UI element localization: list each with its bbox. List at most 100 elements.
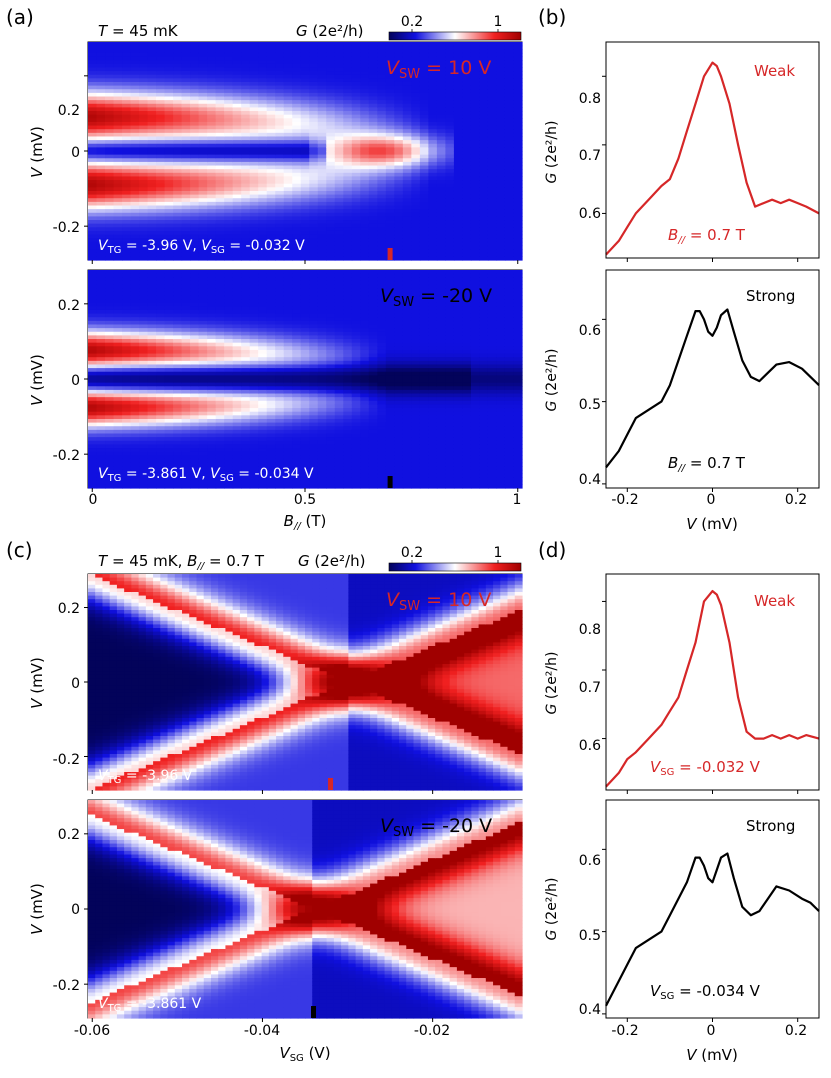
heatmap-cell (215, 121, 225, 127)
heatmap-cell (283, 85, 293, 90)
heatmap-cell (224, 249, 234, 254)
heatmap-cell (283, 241, 293, 247)
heatmap-cell (139, 136, 149, 141)
heatmap-cell (105, 158, 115, 163)
heatmap-cell (88, 299, 98, 304)
heatmap-cell (385, 78, 395, 83)
heatmap-cell (479, 212, 489, 217)
heatmap-cell (504, 223, 515, 228)
heatmap-cell (130, 451, 140, 456)
heatmap-cell (181, 320, 191, 326)
heatmap-cell (283, 183, 293, 188)
heatmap-cell (326, 389, 336, 395)
heatmap-cell (283, 92, 293, 98)
heatmap-cell (360, 172, 370, 178)
heatmap-cell (173, 360, 183, 366)
heatmap-cell (96, 400, 106, 406)
heatmap-cell (130, 364, 140, 369)
heatmap-cell (232, 220, 242, 225)
heatmap-cell (326, 309, 336, 315)
heatmap-cell (113, 129, 123, 134)
heatmap-cell (224, 165, 234, 170)
heatmap-cell (241, 172, 251, 178)
heatmap-cell (292, 114, 302, 119)
heatmap-cell (122, 45, 132, 50)
heatmap-cell (181, 96, 191, 101)
heatmap-cell (300, 368, 310, 373)
heatmap-cell (122, 353, 132, 358)
heatmap-cell (377, 81, 387, 87)
heatmap-cell (190, 339, 200, 344)
heatmap-cell (334, 451, 344, 456)
heatmap-cell (309, 317, 319, 322)
heatmap-cell (258, 129, 268, 134)
heatmap-cell (96, 52, 106, 58)
heatmap-cell (198, 143, 208, 148)
heatmap-cell (334, 462, 344, 467)
heatmap-cell (164, 140, 174, 145)
heatmap-cell (122, 371, 132, 376)
heatmap-cell (275, 280, 285, 286)
heatmap-cell (130, 249, 140, 254)
heatmap-cell (436, 71, 447, 76)
heatmap-cell (462, 74, 472, 79)
heatmap-cell (496, 154, 506, 159)
heatmap-cell (258, 209, 268, 214)
heatmap-cell (181, 252, 191, 257)
heatmap-cell (105, 273, 115, 278)
heatmap-cell (88, 400, 98, 406)
heatmap-cell (283, 252, 293, 257)
heatmap-cell (181, 426, 191, 431)
heatmap-cell (139, 480, 149, 485)
heatmap-cell (130, 107, 140, 112)
heatmap-cell (249, 161, 259, 167)
heatmap-cell (487, 74, 498, 79)
heatmap-cell (334, 212, 344, 217)
heatmap-cell (462, 187, 472, 192)
heatmap-cell (215, 223, 225, 228)
heatmap-cell (283, 408, 293, 413)
heatmap-cell (113, 78, 123, 83)
heatmap-cell (139, 147, 149, 152)
heatmap-cell (215, 448, 225, 453)
heatmap-cell (351, 52, 361, 58)
heatmap-cell (198, 393, 208, 398)
heatmap-cell (479, 180, 489, 185)
heatmap-cell (504, 85, 515, 90)
heatmap-cell (139, 335, 149, 340)
heatmap-cell (88, 230, 98, 236)
heatmap-cell (326, 422, 336, 427)
heatmap-cell (402, 172, 412, 178)
heatmap-cell (292, 234, 302, 239)
heatmap-cell (266, 400, 276, 406)
heatmap-cell (249, 56, 259, 61)
heatmap-cell (232, 143, 242, 148)
heatmap-cell (275, 360, 285, 366)
heatmap-cell (190, 194, 200, 199)
heatmap-cell (258, 45, 268, 50)
heatmap-cell (164, 422, 174, 427)
heatmap-cell (343, 45, 353, 50)
heatmap-cell (96, 473, 106, 478)
heatmap-cell (249, 270, 259, 275)
heatmap-cell (394, 252, 404, 257)
heatmap-cell (113, 353, 123, 358)
heatmap-cell (394, 74, 404, 79)
heatmap-cell (190, 45, 200, 50)
heatmap-cell (275, 103, 285, 108)
heatmap-cell (496, 136, 506, 141)
heatmap-cell (215, 136, 225, 141)
heatmap-cell (419, 136, 429, 141)
heatmap-cell (479, 238, 489, 243)
heatmap-cell (436, 161, 447, 167)
heatmap-cell (224, 382, 234, 387)
heatmap-cell (130, 368, 140, 373)
heatmap-cell (343, 342, 353, 347)
heatmap-cell (96, 415, 106, 420)
heatmap-cell (309, 437, 319, 442)
heatmap-cell (326, 400, 336, 406)
heatmap-cell (504, 256, 515, 261)
heatmap-cell (394, 190, 404, 196)
heatmap-cell (513, 147, 523, 152)
heatmap-cell (241, 103, 251, 108)
